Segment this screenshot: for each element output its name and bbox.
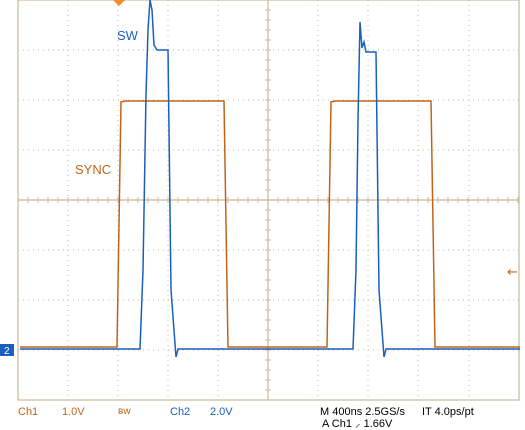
bandwidth-indicator: ʙw xyxy=(118,406,131,417)
sw-trace xyxy=(20,0,520,358)
ch1-name: Ch1 xyxy=(18,406,39,418)
graticule xyxy=(17,0,520,401)
interpolation-readout: IT 4.0ps/pt xyxy=(422,406,474,418)
trigger-readout: A Ch1 ⸝ 1.66V xyxy=(322,418,393,430)
trigger-position-icon[interactable] xyxy=(113,0,125,6)
trigger-level-icon[interactable]: ← xyxy=(507,265,518,280)
sw-trace-label: SW xyxy=(117,28,138,43)
ch2-scale: 2.0V xyxy=(210,406,233,418)
ch1-scale: 1.0V xyxy=(62,406,85,418)
ch2-ground-label: 2 xyxy=(4,346,10,357)
sync-trace xyxy=(20,100,520,348)
timebase-readout: M 400ns 2.5GS/s xyxy=(320,406,405,418)
status-bar: Ch1 1.0V ʙw Ch2 2.0V M 400ns 2.5GS/s IT … xyxy=(0,402,525,430)
ch2-name: Ch2 xyxy=(170,406,191,418)
ch2-ground-marker[interactable]: 2 xyxy=(0,344,14,357)
sync-trace-label: SYNC xyxy=(75,162,112,177)
